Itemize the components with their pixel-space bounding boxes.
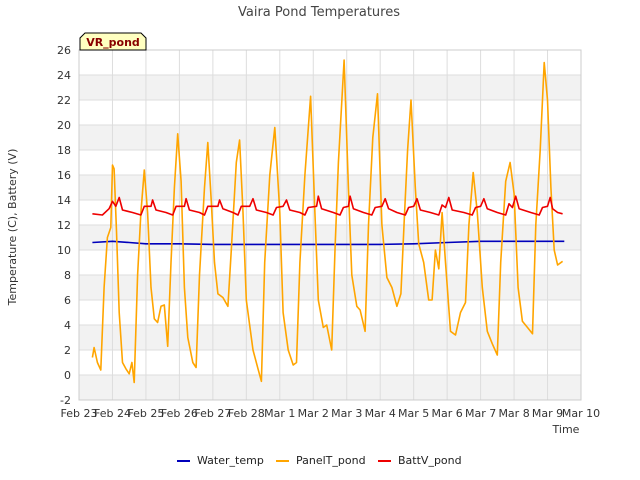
station-badge-label: VR_pond bbox=[86, 36, 140, 49]
y-tick-label: 10 bbox=[57, 244, 71, 257]
x-tick-label: Feb 24 bbox=[94, 407, 131, 420]
plot-band bbox=[79, 225, 581, 250]
plot-border bbox=[78, 49, 582, 401]
series-lines bbox=[91, 59, 565, 384]
x-tick-label: Mar 8 bbox=[498, 407, 529, 420]
series-line-panelt-pond bbox=[91, 59, 564, 384]
x-tick-label: Mar 9 bbox=[532, 407, 563, 420]
plot-band bbox=[79, 275, 581, 300]
x-tick-label: Feb 28 bbox=[228, 407, 265, 420]
station-badge: VR_pond bbox=[79, 32, 147, 51]
x-tick-label: Mar 4 bbox=[365, 407, 396, 420]
y-tick-label: 20 bbox=[57, 119, 71, 132]
y-tick-label: 2 bbox=[64, 344, 71, 357]
plot-band bbox=[79, 375, 581, 400]
x-tick-label: Mar 3 bbox=[331, 407, 362, 420]
x-tick-label: Mar 2 bbox=[298, 407, 329, 420]
y-tick-label: -2 bbox=[60, 394, 71, 407]
y-tick-label: 26 bbox=[57, 44, 71, 57]
y-tick-label: 0 bbox=[64, 369, 71, 382]
y-tick-label: 18 bbox=[57, 144, 71, 157]
y-tick-label: 12 bbox=[57, 219, 71, 232]
x-tick-label: Mar 1 bbox=[264, 407, 295, 420]
plot-band bbox=[79, 175, 581, 200]
series-line-battv-pond bbox=[92, 195, 563, 216]
series-line-water-temp bbox=[92, 240, 565, 246]
y-tick-label: 8 bbox=[64, 269, 71, 282]
legend-label: PanelT_pond bbox=[296, 454, 366, 467]
chart-title: Vaira Pond Temperatures bbox=[238, 5, 400, 20]
plot-band bbox=[79, 75, 581, 100]
x-tick-label: Mar 10 bbox=[562, 407, 600, 420]
y-tick-label: 6 bbox=[64, 294, 71, 307]
legend-label: Water_temp bbox=[197, 454, 264, 467]
plot-bands bbox=[79, 75, 581, 400]
y-tick-label: 24 bbox=[57, 69, 71, 82]
y-tick-label: 22 bbox=[57, 94, 71, 107]
plot-band bbox=[79, 125, 581, 150]
y-tick-label: 4 bbox=[64, 319, 71, 332]
x-tick-label: Mar 7 bbox=[465, 407, 496, 420]
x-tick-label: Feb 25 bbox=[127, 407, 164, 420]
x-tick-label: Feb 23 bbox=[61, 407, 98, 420]
legend-label: BattV_pond bbox=[398, 454, 462, 467]
legend: Water_temp PanelT_pond BattV_pond bbox=[177, 454, 462, 467]
y-axis-label: Temperature (C), Battery (V) bbox=[6, 149, 19, 307]
x-tick-label: Feb 26 bbox=[161, 407, 198, 420]
y-tick-label: 16 bbox=[57, 169, 71, 182]
x-axis-label: Time bbox=[552, 423, 580, 436]
x-tick-label: Feb 27 bbox=[194, 407, 231, 420]
x-tick-label: Mar 6 bbox=[432, 407, 463, 420]
y-tick-label: 14 bbox=[57, 194, 71, 207]
x-tick-label: Mar 5 bbox=[398, 407, 429, 420]
